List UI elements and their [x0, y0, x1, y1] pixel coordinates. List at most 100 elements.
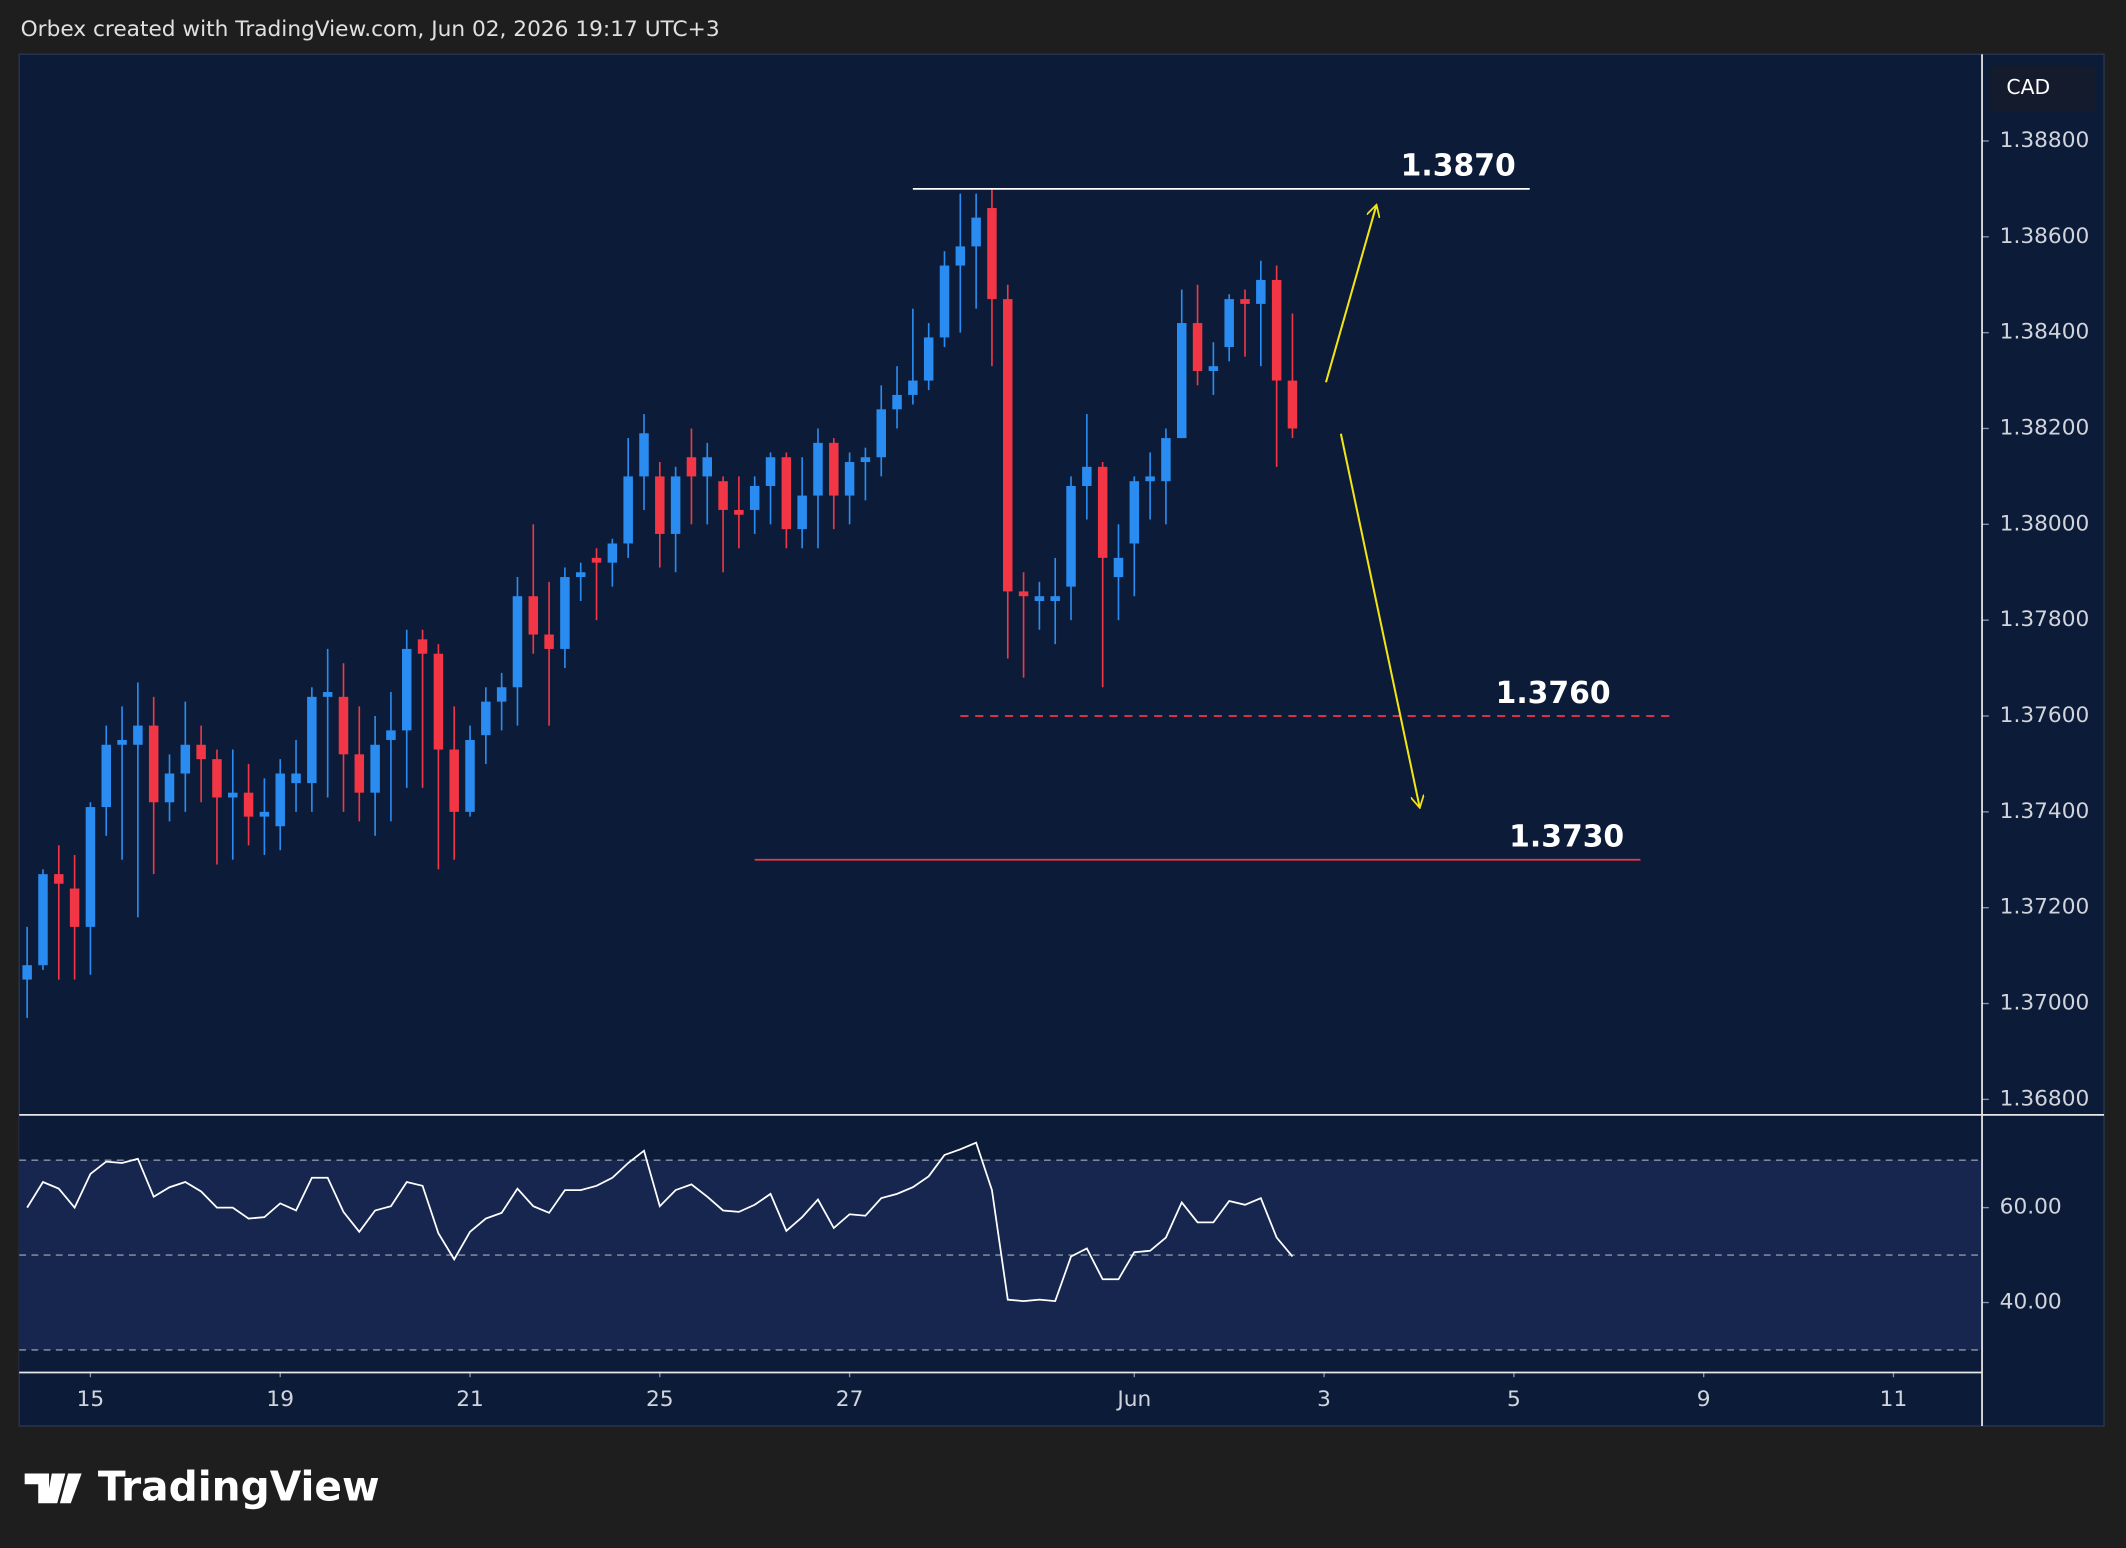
candle-body [386, 730, 396, 740]
candle-body [69, 888, 80, 927]
candle-body [1082, 466, 1092, 486]
candle-body [623, 476, 633, 544]
candle-body [133, 725, 143, 745]
candle-body [22, 965, 32, 980]
candle-body [686, 457, 697, 477]
candle-body [1287, 380, 1298, 429]
candle-body [1034, 596, 1045, 602]
plot: 1.38800 1.38600 1.38400 1.38200 1.38000 1.378… [19, 54, 2105, 1427]
y-tick-label: 1.38400 [2000, 320, 2090, 345]
y-tick-label: 1.38000 [2000, 511, 2090, 536]
candle-body [322, 692, 333, 697]
x-tick-label: 15 [77, 1387, 105, 1412]
candle-body [1066, 485, 1076, 587]
price-level-label: 1.3730 [1509, 820, 1624, 855]
candle-body [417, 639, 428, 654]
candle-body [544, 634, 554, 649]
candle-body [259, 811, 270, 817]
candle-body [749, 485, 760, 510]
tradingview-logo: TradingView [24, 1463, 380, 1511]
y-tick-label: 1.37200 [2000, 895, 2090, 920]
y-tick-label: 60.00 [2000, 1195, 2062, 1220]
candle-body [829, 442, 839, 496]
candle-body [923, 337, 934, 381]
y-tick-label: 1.37600 [2000, 703, 2090, 728]
logo-text: TradingView [98, 1463, 380, 1511]
candle-body [1129, 481, 1140, 544]
candle-body [433, 653, 444, 750]
candle-body [1113, 557, 1124, 578]
candle-body [781, 457, 792, 530]
candle-body [655, 476, 665, 534]
candle-body [908, 380, 918, 395]
candle-body [496, 687, 507, 702]
candle-body [338, 696, 349, 755]
y-tick-label: 1.36800 [2000, 1086, 2090, 1111]
candle-body [212, 759, 222, 798]
candle-body [402, 648, 412, 731]
candle-body [481, 701, 491, 736]
x-tick-label: 11 [1880, 1387, 1908, 1412]
candle-body [85, 807, 96, 927]
candle-body [291, 773, 301, 784]
candle-body [1271, 279, 1282, 381]
candle-body [38, 874, 48, 966]
candle-body [718, 481, 728, 510]
candle-body [860, 457, 871, 463]
candle-body [117, 739, 127, 745]
projection-arrow [1324, 206, 1376, 383]
candle-body [1003, 299, 1013, 592]
candle-body [148, 725, 159, 803]
candle-body [1256, 279, 1266, 304]
y-tick-label: 1.37400 [2000, 799, 2090, 824]
candle-body [180, 744, 191, 774]
x-tick-label: 5 [1507, 1387, 1521, 1412]
x-tick-label: 9 [1697, 1387, 1711, 1412]
x-tick-label: 21 [456, 1387, 484, 1412]
candle-body [1097, 466, 1108, 558]
candle-body [1192, 323, 1203, 371]
x-tick-label: 25 [646, 1387, 674, 1412]
candle-body [1176, 323, 1187, 439]
candle-body [1050, 596, 1060, 602]
rsi-line [26, 1141, 1294, 1303]
currency-badge[interactable] [1990, 65, 2096, 112]
candle-body [591, 557, 602, 563]
candle-body [307, 696, 317, 784]
candle-body [1018, 591, 1029, 597]
candle-body [370, 744, 380, 793]
candle-body [228, 792, 238, 798]
candle-body [512, 596, 523, 688]
candle-body [734, 509, 744, 515]
candle-body [243, 792, 254, 817]
projection-arrow [1339, 433, 1420, 807]
candle-body [575, 572, 586, 578]
y-tick-label: 1.37800 [2000, 607, 2090, 632]
candle-body [54, 874, 64, 884]
candle-body [607, 543, 618, 563]
candle-body [971, 217, 981, 247]
x-tick-label: 3 [1317, 1387, 1331, 1412]
candle-body [101, 744, 111, 808]
candle-body [892, 394, 902, 410]
candle-body [449, 749, 459, 812]
candle-body [939, 265, 950, 338]
y-tick-label: 1.38800 [2000, 128, 2090, 153]
price-level-label: 1.3760 [1496, 676, 1611, 711]
candle-body [813, 442, 823, 496]
candle-body [354, 754, 365, 793]
y-tick-label: 1.38200 [2000, 415, 2090, 440]
candle-body [1240, 299, 1250, 304]
candle-body [560, 577, 570, 649]
chart-title: Orbex created with TradingView.com, Jun … [21, 17, 720, 42]
candle-body [876, 409, 886, 458]
x-tick-label: Jun [1115, 1387, 1151, 1412]
x-tick-label: 19 [266, 1387, 294, 1412]
candle-body [164, 773, 175, 803]
candle-body [987, 208, 997, 300]
candle-body [275, 773, 285, 827]
candle-body [528, 596, 539, 635]
price-level-label: 1.3870 [1401, 149, 1516, 184]
currency-label: CAD [2006, 75, 2050, 99]
